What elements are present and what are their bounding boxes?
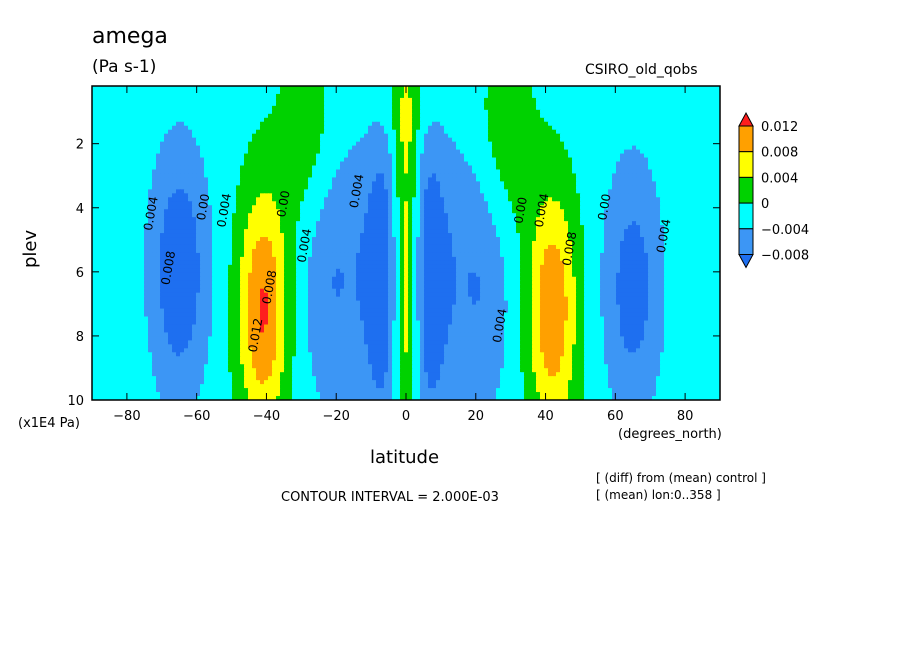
contour-label: 0.004 (347, 173, 367, 209)
contour-label: 0.008 (260, 269, 280, 305)
x-axis-title: latitude (370, 447, 440, 468)
x-tick-label: 60 (607, 409, 624, 424)
colorbar-segment (738, 176, 754, 204)
contour-label: 0.00 (194, 193, 212, 222)
colorbar-label: 0 (761, 197, 769, 212)
x-tick-label: 80 (677, 409, 694, 424)
x-tick-label: 40 (537, 409, 554, 424)
colorbar-label: 0.008 (761, 146, 798, 161)
y-tick-label: 8 (76, 330, 84, 345)
y-tick-label: 10 (67, 394, 84, 409)
contour-label: 0.012 (246, 317, 266, 353)
colorbar-label: 0.012 (761, 120, 798, 135)
contour-interval-text: CONTOUR INTERVAL = 2.000E-03 (281, 490, 499, 505)
contour-label: 0.00 (595, 193, 613, 222)
y-axis-title: plev (20, 229, 41, 268)
contour-label: 0.004 (214, 192, 234, 228)
contour-label: 0.004 (141, 195, 161, 231)
chart-units: (Pa s-1) (92, 57, 157, 77)
contour-label: 0.004 (532, 192, 552, 228)
contour-label: 0.008 (560, 231, 580, 267)
mean-note: [ (mean) lon:0..358 ] (596, 488, 721, 502)
x-tick-label: −20 (323, 409, 350, 424)
contour-label: 0.00 (511, 196, 529, 225)
colorbar-segment (738, 202, 754, 230)
colorbar-segment (738, 125, 754, 153)
x-tick-label: 0 (402, 409, 410, 424)
contour-label: 0.00 (274, 189, 292, 218)
x-tick-label: 20 (468, 409, 485, 424)
y-tick-label: 2 (76, 138, 84, 153)
y-tick-label: 6 (76, 266, 84, 281)
colorbar-label: −0.008 (761, 249, 809, 264)
y-units-label: (x1E4 Pa) (18, 416, 80, 431)
colorbar-label: 0.004 (761, 171, 798, 186)
colorbar-low-arrow (738, 254, 754, 269)
contour-label: 0.004 (294, 227, 314, 263)
contour-label: 0.008 (158, 250, 178, 286)
diff-note: [ (diff) from (mean) control ] (596, 471, 766, 485)
x-tick-label: −40 (253, 409, 280, 424)
x-units-label: (degrees_north) (618, 427, 722, 442)
colorbar-high-arrow (738, 111, 754, 127)
colorbar-segment (738, 228, 754, 256)
contour-label: 0.004 (490, 307, 510, 343)
model-label: CSIRO_old_qobs (585, 62, 698, 78)
x-tick-label: −80 (113, 409, 140, 424)
colorbar-label: −0.004 (761, 223, 809, 238)
y-tick-label: 4 (76, 202, 84, 217)
colorbar-segment (738, 151, 754, 178)
chart-title: amega (92, 24, 168, 49)
contour-label: 0.004 (654, 218, 674, 254)
x-tick-label: −60 (183, 409, 210, 424)
